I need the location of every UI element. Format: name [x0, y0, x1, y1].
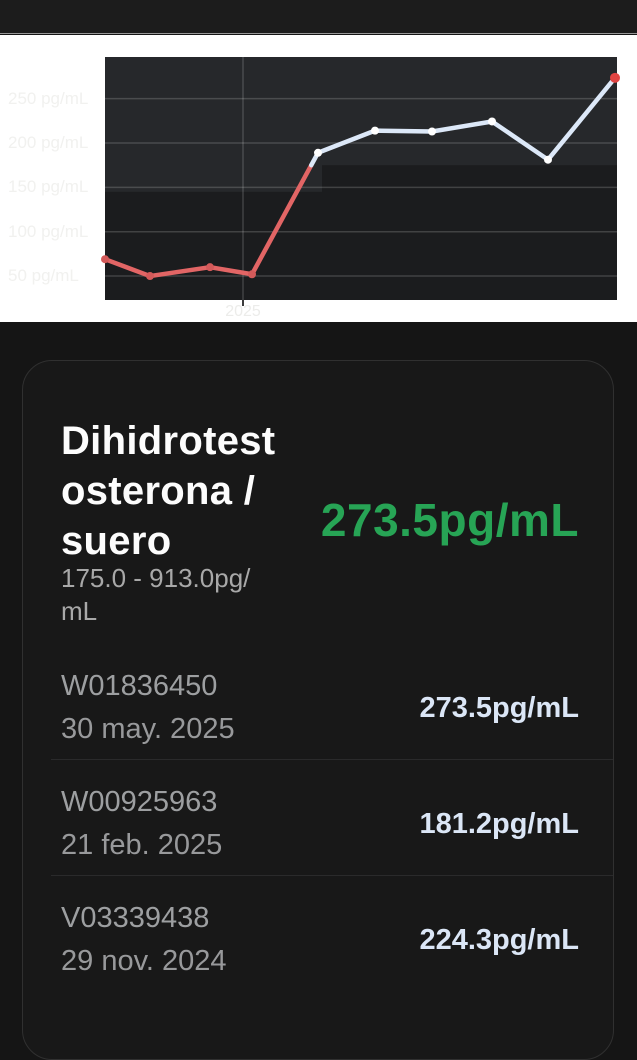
data-point: [248, 270, 256, 279]
result-meta: W01836450 30 may. 2025: [61, 665, 235, 751]
result-id: W00925963: [61, 786, 218, 818]
data-point: [488, 117, 496, 126]
data-point: [101, 255, 109, 264]
y-axis-tick-label: 150 pg/mL: [8, 177, 89, 197]
data-point: [610, 72, 620, 83]
result-meta: W00925963 21 feb. 2025: [61, 781, 222, 867]
result-meta: V03339438 29 nov. 2024: [61, 897, 227, 983]
biomarker-title-line: osterona /: [61, 469, 256, 513]
reference-range: 175.0 - 913.0pg/ mL: [61, 562, 579, 628]
current-value: 273.5pg/mL: [320, 494, 579, 546]
data-point: [314, 148, 322, 157]
biomarker-card: Dihidrotest osterona / suero 175.0 - 913…: [22, 360, 614, 1060]
biomarker-title-line: Dihidrotest: [61, 419, 276, 463]
y-axis-tick-label: 200 pg/mL: [8, 133, 89, 153]
list-item[interactable]: V03339438 29 nov. 2024 224.3pg/mL: [51, 875, 613, 991]
reference-range-band: [105, 57, 322, 192]
result-id: W01836450: [61, 670, 218, 702]
y-axis-tick-label: 100 pg/mL: [8, 221, 89, 241]
result-date: 29 nov. 2024: [61, 945, 227, 977]
result-panel: Dihidrotest osterona / suero 175.0 - 913…: [0, 322, 637, 1060]
reference-range-band: [322, 57, 617, 166]
result-id: V03339438: [61, 902, 210, 934]
biomarker-title-line: suero: [61, 519, 172, 563]
chart-plot[interactable]: [101, 57, 620, 306]
x-axis-label: 2025: [225, 303, 261, 320]
result-value: 181.2pg/mL: [419, 807, 579, 840]
list-item[interactable]: W00925963 21 feb. 2025 181.2pg/mL: [51, 759, 613, 875]
reference-range-line: mL: [61, 596, 98, 626]
result-date: 30 may. 2025: [61, 713, 235, 745]
chart-section: 250 pg/mL 200 pg/mL 150 pg/mL 100 pg/mL 50 p…: [0, 35, 637, 322]
data-point: [544, 155, 552, 164]
result-value: 224.3pg/mL: [419, 923, 579, 956]
reference-range-line: 175.0 - 913.0pg/: [61, 563, 251, 593]
y-axis-tick-label: 250 pg/mL: [8, 88, 89, 108]
biomarker-title: Dihidrotest osterona / suero: [61, 416, 579, 566]
result-date: 21 feb. 2025: [61, 829, 223, 861]
data-point: [206, 263, 214, 272]
data-point: [371, 126, 379, 135]
result-list: W01836450 30 may. 2025 273.5pg/mL W00925…: [51, 644, 613, 991]
list-item[interactable]: W01836450 30 may. 2025 273.5pg/mL: [51, 644, 613, 759]
data-point: [428, 127, 436, 136]
status-bar: [0, 0, 637, 34]
data-point: [146, 272, 154, 281]
result-value: 273.5pg/mL: [419, 691, 579, 724]
y-axis-tick-label: 50 pg/mL: [8, 266, 79, 286]
